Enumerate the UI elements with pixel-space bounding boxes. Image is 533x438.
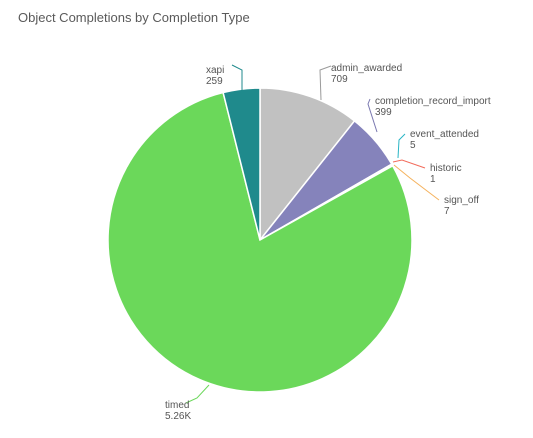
slice-value-completion-record-import: 399 <box>375 107 392 118</box>
leader-line-admin-awarded <box>319 65 332 101</box>
leader-line-sign-off <box>393 164 440 201</box>
slice-value-event-attended: 5 <box>410 140 416 151</box>
leader-line-historic <box>392 159 426 169</box>
slice-label-sign-off: sign_off <box>444 195 479 206</box>
leader-lines <box>185 64 440 404</box>
slice-label-admin-awarded: admin_awarded <box>331 63 402 74</box>
slice-label-historic: historic <box>430 163 462 174</box>
slice-label-event-attended: event_attended <box>410 129 479 140</box>
slice-value-admin-awarded: 709 <box>331 74 348 85</box>
slice-label-completion-record-import: completion_record_import <box>375 96 491 107</box>
slice-value-xapi: 259 <box>206 76 223 87</box>
slice-value-timed: 5.26K <box>165 411 191 422</box>
slice-value-sign-off: 7 <box>444 206 450 217</box>
slice-label-timed: timed <box>165 400 189 411</box>
leader-line-timed <box>185 384 210 404</box>
chart-title: Object Completions by Completion Type <box>18 10 250 25</box>
pie-slices <box>107 87 413 393</box>
slice-label-xapi: xapi <box>206 65 224 76</box>
pie-slice-timed[interactable] <box>107 91 413 393</box>
leader-line-event-attended <box>397 133 406 159</box>
slice-value-historic: 1 <box>430 174 436 185</box>
pie-slice-admin-awarded[interactable] <box>259 87 356 243</box>
leader-line-completion-record-import <box>367 98 378 133</box>
pie-slice-xapi[interactable] <box>222 87 261 241</box>
leader-line-xapi <box>231 64 243 90</box>
